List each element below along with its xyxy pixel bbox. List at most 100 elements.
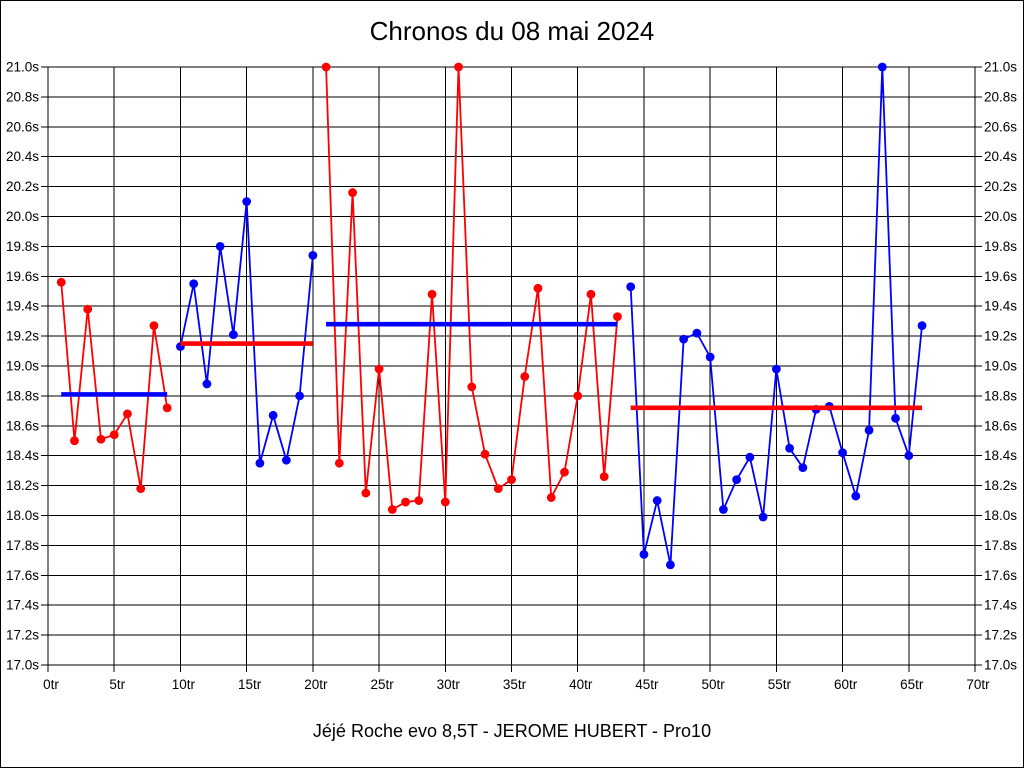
y-axis-label-right: 18.8s [984,388,1017,403]
run-3-point [586,289,596,299]
y-axis-label-left: 18.0s [6,508,39,523]
run-3-point [361,488,371,498]
y-axis-label-right: 19.6s [984,269,1017,284]
y-axis-label-right: 20.6s [984,119,1017,134]
run-2-point [308,250,318,260]
run-4-point [891,413,900,423]
x-axis-label: 65tr [900,677,924,692]
y-axis-label-left: 19.2s [6,329,39,344]
run-3-line [325,66,619,511]
run-2-point [215,242,225,251]
y-axis-label-right: 20.8s [984,89,1017,104]
x-axis-label: 45tr [635,677,659,692]
y-axis-label-left: 20.4s [6,149,39,164]
y-axis-label-right: 17.6s [984,568,1017,583]
x-axis-label: 5tr [109,677,125,692]
y-axis-label-right: 18.6s [984,418,1017,433]
chart-subtitle: Jéjé Roche evo 8,5T - JEROME HUBERT - Pr… [312,721,712,741]
y-axis-label-right: 17.2s [984,628,1017,643]
run-2-point [229,330,238,340]
y-axis-label-left: 17.2s [6,628,39,643]
run-3-point [440,497,450,507]
x-axis-label: 15tr [238,677,262,692]
run-2-point [295,391,305,401]
run-3-point [414,496,424,505]
run-3-point [599,472,609,482]
y-axis-label-right: 17.4s [984,598,1017,613]
x-axis-label: 0tr [43,677,59,692]
run-3-point [613,312,622,322]
y-axis-label-right: 19.8s [984,239,1017,254]
x-axis-label: 70tr [966,677,990,692]
y-axis-label-left: 18.4s [6,448,39,463]
x-axis-label: 35tr [503,677,527,692]
y-axis-label-right: 20.4s [984,149,1017,164]
run-4-point [864,425,874,435]
run-3-point [374,364,384,374]
run-3-point [520,372,530,381]
x-axis-label: 20tr [304,677,328,692]
y-axis-label-left: 19.4s [6,299,39,314]
x-axis-label: 40tr [569,677,593,692]
x-axis-label: 10tr [172,677,196,692]
y-axis-label-right: 20.2s [984,179,1017,194]
x-axis-label: 50tr [702,677,726,692]
run-4-point [666,560,675,570]
run-3-point [427,289,437,299]
y-axis-label-right: 18.2s [984,478,1017,493]
run-1-point [109,430,119,440]
run-3-point [348,188,357,197]
x-axis-label: 25tr [370,677,394,692]
x-axis-label: 30tr [437,677,461,692]
y-axis-label-left: 20.8s [6,89,39,104]
y-axis-label-right: 19.2s [984,329,1017,344]
y-axis-label-left: 20.6s [6,119,39,134]
y-axis-label-right: 17.8s [984,538,1017,553]
y-axis-label-right: 18.0s [984,508,1017,523]
run-4-point [785,443,794,453]
run-1-point [83,304,93,314]
run-1-point [56,277,66,287]
run-1-point [149,321,159,331]
run-4-point [718,505,728,514]
run-4-point [917,321,927,331]
y-axis-label-left: 18.2s [6,478,39,493]
y-axis-label-left: 20.0s [6,209,39,224]
run-2-point [189,279,199,289]
run-3-point [387,505,397,514]
run-3-point [573,391,583,401]
run-2-point [242,197,252,206]
run-4-point [904,451,914,461]
run-3-point [454,62,463,72]
run-2-point [281,455,291,465]
y-axis-label-left: 18.8s [6,388,39,403]
y-axis-label-left: 18.6s [6,418,39,433]
y-axis-label-left: 21.0s [6,60,39,75]
y-axis-label-left: 17.4s [6,598,39,613]
y-axis-label-right: 21.0s [984,60,1017,75]
x-axis-label: 55tr [768,677,792,692]
run-4-point [798,463,808,473]
run-1-point [123,409,132,419]
run-2-point [255,458,265,468]
run-4-point [639,549,649,559]
run-3-point [546,493,556,502]
run-3-point [493,484,503,493]
run-1-point [96,434,106,444]
run-2-point [268,410,278,420]
y-axis-label-right: 17.0s [984,658,1017,673]
x-axis-label: 60tr [834,677,858,692]
run-3-point [480,449,490,459]
run-4-point [732,475,742,485]
run-4-point [692,328,702,338]
run-4-point [679,334,689,344]
y-axis-label-left: 19.8s [6,239,39,254]
y-axis-label-left: 17.8s [6,538,39,553]
y-axis-label-right: 20.0s [984,209,1017,224]
y-axis-label-right: 19.4s [984,299,1017,314]
run-3-point [401,497,410,507]
run-3-point [560,467,569,477]
y-axis-label-left: 19.6s [6,269,39,284]
run-3-point [533,283,543,293]
y-axis-label-left: 19.0s [6,359,39,374]
